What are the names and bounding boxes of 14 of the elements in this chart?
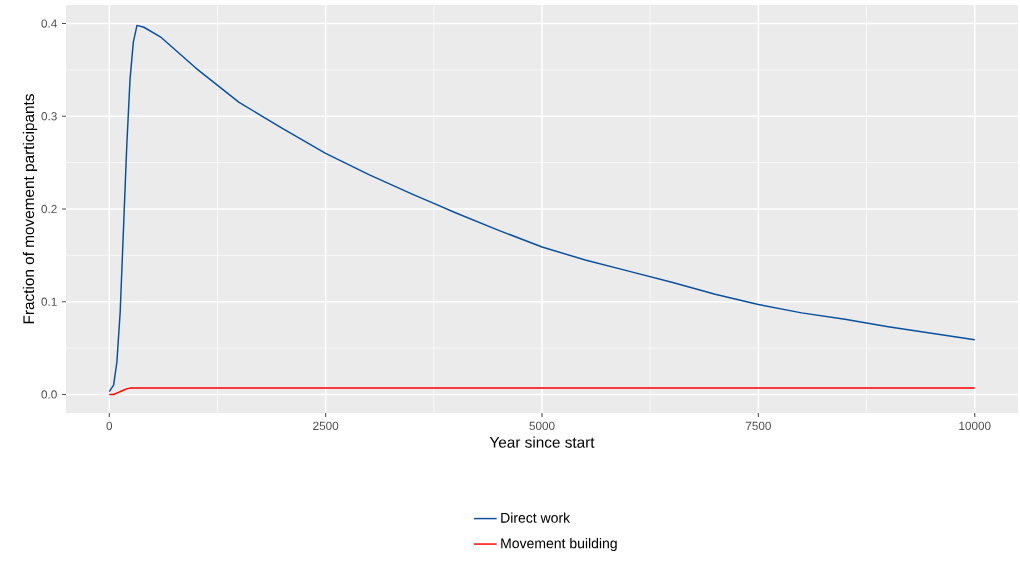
- x-tick-label: 10000: [959, 421, 991, 431]
- y-tick-label: 0.0: [41, 390, 57, 399]
- x-axis-title: Year since start: [489, 436, 595, 448]
- y-tick-label: 0.3: [41, 112, 57, 121]
- y-axis-title: Fraction of movement participants: [22, 94, 38, 324]
- y-tick-label: 0.2: [41, 204, 57, 214]
- x-tick-label: 2500: [313, 421, 339, 431]
- x-tick-label: 7500: [745, 421, 771, 431]
- legend-label: Movement building: [501, 537, 617, 552]
- y-tick-label: 0.1: [41, 297, 57, 306]
- legend-label: Direct work: [501, 512, 571, 523]
- y-tick-label: 0.4: [41, 19, 57, 28]
- x-tick-label: 5000: [529, 421, 555, 431]
- x-tick-label: 0: [106, 421, 113, 431]
